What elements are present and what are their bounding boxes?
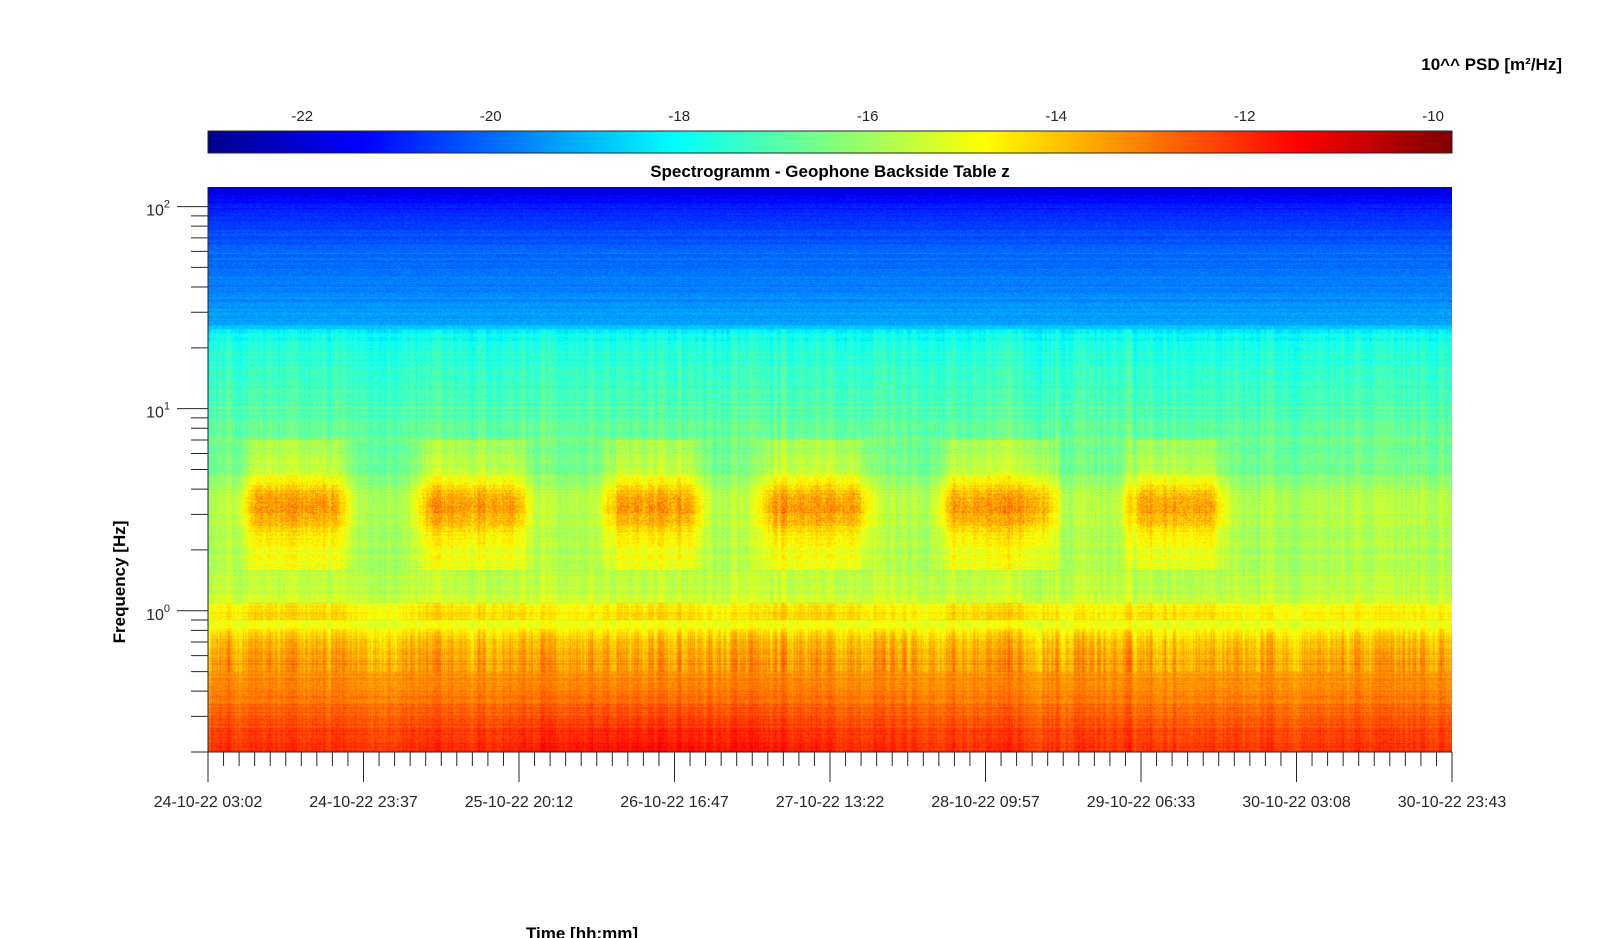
colorbar-tick-label: -18: [668, 108, 690, 125]
colorbar-tick-label: -22: [291, 108, 313, 125]
plot-area: [208, 187, 1452, 752]
x-axis-label: Time [hh:mm]: [526, 924, 638, 938]
colorbar-tick-label: -20: [480, 108, 502, 125]
colorbar-tick-label: -16: [857, 108, 879, 125]
x-tick-label: 30-10-22 03:08: [1242, 794, 1351, 811]
x-axis: 24-10-22 03:02 24-10-22 23:37 25-10-22 20:…: [154, 751, 1507, 811]
x-tick-label: 29-10-22 06:33: [1087, 794, 1196, 811]
y-axis-label: Frequency [Hz]: [110, 521, 129, 644]
colorbar-title: 10^^ PSD [m²/Hz]: [1421, 55, 1562, 74]
x-tick-label: 24-10-22 23:37: [309, 794, 418, 811]
x-tick-label: 24-10-22 03:02: [154, 794, 263, 811]
y-tick-label: 101: [146, 401, 170, 422]
colorbar-tick-label: -14: [1045, 108, 1067, 125]
spectrogram-heatmap: [208, 187, 1452, 752]
x-tick-label: 27-10-22 13:22: [776, 794, 885, 811]
x-tick-label: 26-10-22 16:47: [620, 794, 729, 811]
x-tick-label: 28-10-22 09:57: [931, 794, 1040, 811]
y-axis: 100 101 102: [146, 187, 209, 753]
colorbar: [207, 130, 1453, 154]
chart-title: Spectrogramm - Geophone Backside Table z: [650, 162, 1010, 181]
x-tick-label: 25-10-22 20:12: [465, 794, 574, 811]
x-tick-label: 30-10-22 23:43: [1398, 794, 1507, 811]
y-tick-label: 100: [146, 603, 170, 624]
colorbar-tick-label: -10: [1422, 108, 1444, 125]
colorbar-tick-label: -12: [1234, 108, 1256, 125]
y-tick-label: 102: [146, 199, 170, 220]
